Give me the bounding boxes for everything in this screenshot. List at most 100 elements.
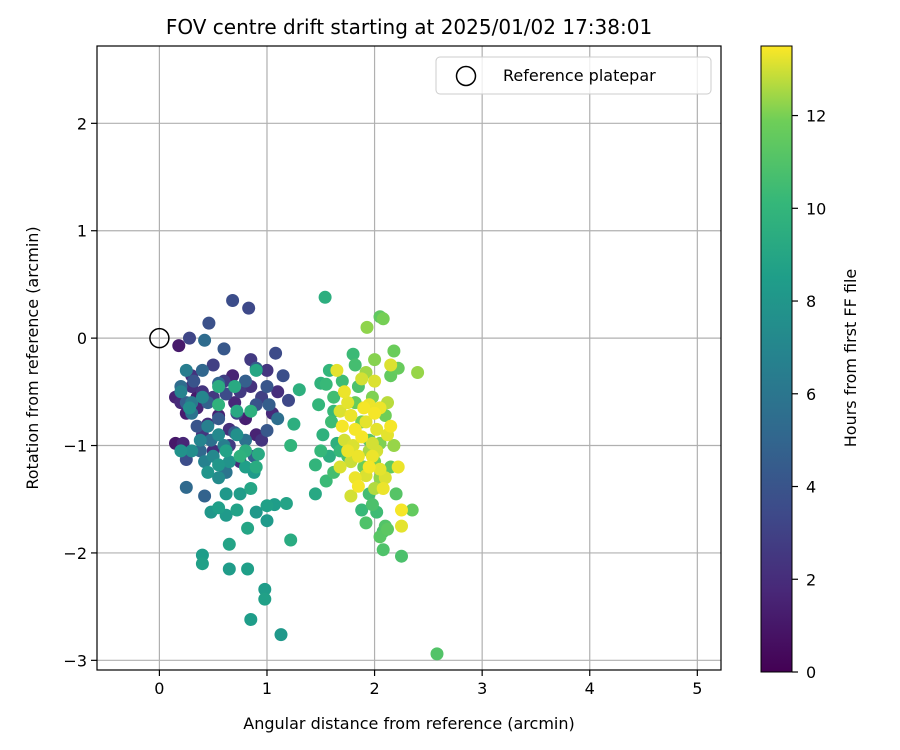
data-point bbox=[201, 465, 215, 479]
data-point bbox=[384, 358, 398, 372]
data-point bbox=[174, 385, 188, 399]
data-point bbox=[185, 444, 199, 458]
data-point bbox=[244, 482, 258, 495]
x-axis-label: Angular distance from reference (arcmin) bbox=[243, 714, 574, 733]
plot-frame bbox=[96, 45, 722, 671]
data-point bbox=[271, 385, 285, 399]
data-point bbox=[308, 458, 322, 472]
data-point bbox=[314, 444, 328, 458]
data-point bbox=[287, 417, 301, 431]
data-point bbox=[319, 377, 333, 391]
data-point bbox=[244, 613, 258, 626]
data-point bbox=[330, 363, 344, 377]
x-tick-label: 4 bbox=[585, 679, 595, 698]
data-point bbox=[174, 444, 188, 458]
data-point bbox=[327, 390, 341, 404]
data-point bbox=[387, 439, 401, 452]
colorbar-ticks: 0 2 4 6 8 10 12 bbox=[792, 107, 826, 682]
data-point bbox=[335, 419, 349, 433]
chart-title: FOV centre drift starting at 2025/01/02 … bbox=[166, 15, 652, 39]
data-point bbox=[387, 344, 401, 358]
data-point bbox=[172, 339, 186, 353]
legend-marker bbox=[455, 65, 477, 87]
data-point bbox=[365, 498, 379, 512]
data-point bbox=[241, 562, 255, 576]
data-point bbox=[292, 383, 306, 397]
data-point bbox=[222, 562, 236, 576]
data-point bbox=[284, 439, 298, 452]
data-point bbox=[279, 497, 293, 510]
data-point bbox=[395, 503, 408, 517]
data-point bbox=[351, 479, 365, 493]
data-point bbox=[228, 380, 242, 393]
data-point bbox=[179, 480, 193, 494]
data-point bbox=[308, 487, 322, 501]
data-point bbox=[376, 312, 390, 326]
data-point bbox=[362, 460, 376, 474]
data-point bbox=[384, 419, 398, 433]
data-point bbox=[230, 428, 244, 442]
data-point bbox=[206, 358, 220, 372]
data-point bbox=[333, 404, 347, 418]
data-point bbox=[368, 353, 382, 367]
data-point bbox=[348, 358, 362, 372]
data-point bbox=[260, 424, 274, 437]
data-point bbox=[212, 471, 226, 485]
data-point bbox=[255, 433, 269, 447]
data-point bbox=[344, 489, 358, 503]
x-tick-label: 3 bbox=[477, 679, 487, 698]
colorbar-tick-label: 4 bbox=[806, 478, 816, 497]
data-point bbox=[242, 301, 256, 315]
colorbar-tick-label: 12 bbox=[806, 107, 826, 126]
x-tick-label: 2 bbox=[369, 679, 379, 698]
y-tick-label: −2 bbox=[63, 544, 87, 563]
data-point bbox=[351, 449, 365, 463]
y-axis-label: Rotation from reference (arcmin) bbox=[23, 226, 42, 489]
data-point bbox=[333, 460, 347, 474]
data-point bbox=[212, 380, 226, 393]
data-point bbox=[365, 436, 379, 450]
colorbar-tick-label: 6 bbox=[806, 385, 816, 404]
data-point bbox=[271, 412, 285, 426]
data-point bbox=[251, 447, 265, 461]
data-point bbox=[233, 487, 247, 501]
data-point bbox=[190, 419, 204, 433]
data-point bbox=[198, 489, 212, 503]
data-point bbox=[318, 290, 332, 304]
data-point bbox=[381, 522, 394, 536]
data-point bbox=[376, 543, 390, 557]
colorbar-label: Hours from first FF file bbox=[841, 269, 860, 448]
data-point bbox=[239, 460, 252, 474]
legend-box bbox=[435, 56, 712, 95]
data-point bbox=[359, 516, 373, 530]
data-point bbox=[284, 533, 298, 547]
data-point bbox=[312, 398, 326, 412]
data-point bbox=[183, 401, 196, 415]
data-point bbox=[325, 415, 338, 429]
data-point bbox=[212, 412, 226, 426]
y-axis-ticks: −3 −2 −1 0 1 2 bbox=[63, 114, 97, 670]
data-point bbox=[355, 430, 369, 444]
data-point bbox=[219, 444, 233, 458]
data-point bbox=[226, 294, 240, 307]
data-point bbox=[219, 487, 233, 501]
colorbar-tick-label: 8 bbox=[806, 292, 816, 311]
data-point bbox=[316, 428, 330, 442]
data-point bbox=[359, 415, 373, 429]
colorbar bbox=[760, 45, 793, 673]
data-point bbox=[193, 433, 207, 447]
x-axis-ticks: 0 1 2 3 4 5 bbox=[154, 670, 702, 698]
data-point bbox=[212, 428, 226, 442]
legend: Reference platepar bbox=[435, 56, 712, 95]
y-tick-label: 1 bbox=[77, 222, 87, 241]
data-point bbox=[355, 372, 369, 386]
colorbar-tick-label: 2 bbox=[806, 570, 816, 589]
data-point bbox=[341, 444, 355, 458]
data-point bbox=[282, 393, 295, 407]
data-point bbox=[217, 342, 231, 356]
colorbar-tick-label: 0 bbox=[806, 663, 816, 682]
data-point bbox=[260, 514, 274, 528]
data-point bbox=[391, 460, 405, 474]
data-point bbox=[376, 482, 390, 495]
